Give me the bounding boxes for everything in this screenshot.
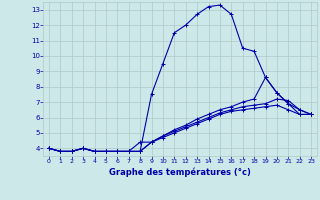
X-axis label: Graphe des températures (°c): Graphe des températures (°c) xyxy=(109,167,251,177)
